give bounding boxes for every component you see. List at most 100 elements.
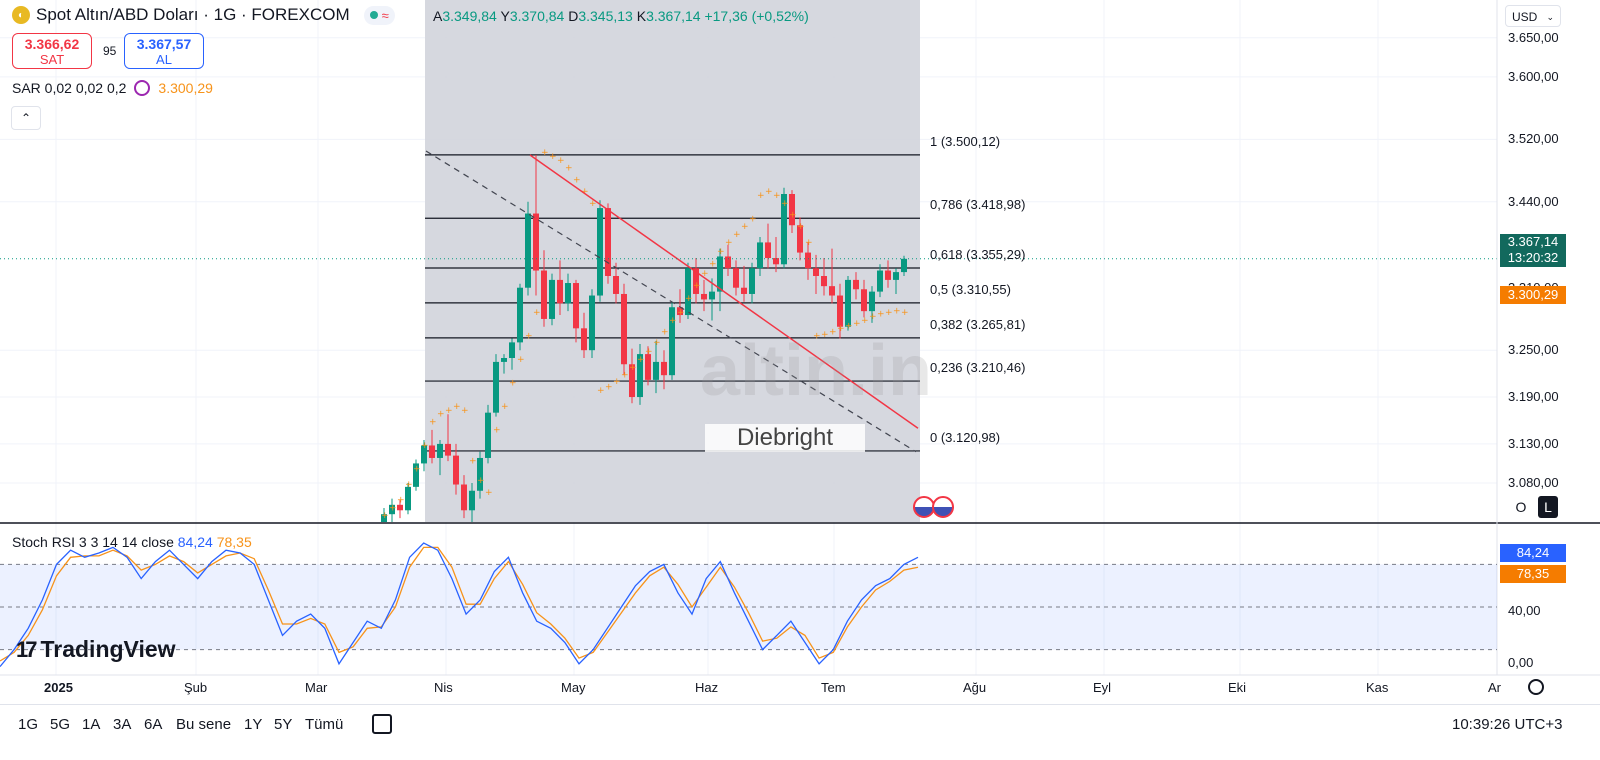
- timeframe-button[interactable]: Tümü: [305, 716, 344, 733]
- sar-dot: +: [741, 222, 749, 232]
- sar-dot: +: [813, 332, 821, 342]
- candle-body: [405, 486, 411, 511]
- time-label: May: [561, 680, 586, 695]
- candle-body: [525, 213, 531, 288]
- chevron-down-icon: ⌄: [1546, 12, 1554, 22]
- candle-body: [677, 307, 683, 316]
- candle-body: [645, 354, 651, 380]
- market-status-pill[interactable]: ≈: [363, 5, 395, 25]
- candle-body: [493, 361, 499, 413]
- candle-body: [837, 295, 843, 327]
- candle-body: [565, 283, 571, 304]
- timeframe-button[interactable]: 1A: [82, 716, 101, 733]
- sar-dot: +: [789, 211, 797, 221]
- candle-body: [637, 354, 643, 398]
- low-value: 3.345,13: [578, 8, 633, 24]
- candle-body: [773, 258, 779, 265]
- time-label: Şub: [184, 680, 208, 695]
- timeframe-button[interactable]: Bu sene: [176, 716, 232, 733]
- candle-body: [725, 256, 731, 269]
- tradingview-logo[interactable]: 17 TradingView: [16, 636, 176, 663]
- candle-body: [517, 287, 523, 343]
- sar-dot: +: [669, 316, 677, 326]
- price-label: 3.250,00: [1508, 342, 1559, 358]
- scale-o-button[interactable]: O: [1515, 499, 1527, 515]
- timeframe-button[interactable]: 6A: [144, 716, 163, 733]
- timeframe-button[interactable]: 3A: [113, 716, 132, 733]
- current-price-tag: 3.367,14 13:20:32: [1500, 234, 1566, 267]
- current-price: 3.367,14: [1507, 234, 1559, 249]
- sar-dot: +: [597, 386, 605, 396]
- candle-body: [757, 242, 763, 269]
- wave-icon: ≈: [381, 7, 389, 23]
- sar-dot: +: [405, 480, 413, 490]
- spread-value: 95: [103, 44, 117, 58]
- tradingview-icon: 17: [16, 636, 38, 662]
- candle-body: [581, 328, 587, 351]
- timeframe-button[interactable]: 1Y: [244, 716, 263, 733]
- sar-dot: +: [837, 324, 845, 334]
- sar-dot: +: [629, 363, 637, 373]
- tradingview-wordmark: TradingView: [40, 636, 176, 662]
- time-label: 2025: [44, 680, 73, 695]
- calendar-range-icon[interactable]: [372, 714, 392, 734]
- candle-body: [485, 412, 491, 458]
- open-value: 3.349,84: [442, 8, 497, 24]
- settings-icon[interactable]: [1528, 679, 1544, 695]
- candle-body: [893, 272, 899, 280]
- time-label: Kas: [1366, 680, 1389, 695]
- buy-label: AL: [156, 52, 172, 67]
- timeframe-button[interactable]: 5G: [50, 716, 71, 733]
- refresh-icon[interactable]: [134, 80, 151, 96]
- us-flag-icon[interactable]: [932, 496, 954, 518]
- sar-dot: +: [509, 378, 517, 388]
- sar-dot: +: [453, 402, 461, 412]
- candle-body: [549, 279, 555, 319]
- sar-legend[interactable]: SAR 0,02 0,02 0,2 3.300,29: [12, 80, 213, 96]
- watermark-author: Diebright: [705, 424, 865, 452]
- clock[interactable]: 10:39:26 UTC+3: [1452, 716, 1563, 733]
- candle-body: [573, 283, 579, 329]
- candle-body: [709, 291, 715, 300]
- sar-dot: +: [397, 496, 405, 506]
- buy-button[interactable]: 3.367,57 AL: [124, 33, 204, 69]
- candle-body: [885, 270, 891, 280]
- stoch-axis-0: 0,00: [1508, 655, 1534, 670]
- market-open-icon: [369, 11, 378, 19]
- currency-select[interactable]: USD ⌄: [1505, 5, 1561, 27]
- sar-price-tag: 3.300,29: [1500, 286, 1566, 304]
- sell-button[interactable]: 3.366,62 SAT: [12, 33, 92, 69]
- watermark-brand: altin.in: [700, 331, 932, 411]
- sar-dot: +: [381, 511, 389, 521]
- stoch-legend[interactable]: Stoch RSI 3 3 14 14 close 84,24 78,35: [12, 534, 252, 550]
- sar-dot: +: [461, 406, 469, 416]
- price-label: 3.130,00: [1508, 435, 1559, 451]
- candle-body: [813, 268, 819, 276]
- time-label: Tem: [821, 680, 846, 695]
- sar-dot: +: [901, 308, 909, 318]
- sar-dot: +: [645, 347, 653, 357]
- stoch-axis-40: 40,00: [1508, 603, 1541, 618]
- sar-dot: +: [589, 199, 597, 209]
- candle-body: [589, 295, 595, 351]
- sell-price: 3.366,62: [24, 36, 80, 52]
- candle-body: [557, 279, 563, 304]
- candle-body: [741, 287, 747, 294]
- candle-body: [597, 208, 603, 296]
- symbol-legend[interactable]: ◐ Spot Altın/ABD Doları · 1G · FOREXCOM …: [12, 5, 395, 25]
- change-value: +17,36 (+0,52%): [704, 8, 809, 24]
- scale-l-button[interactable]: L: [1538, 496, 1558, 518]
- collapse-legend-button[interactable]: ⌃: [11, 106, 41, 130]
- timeframe-button[interactable]: 5Y: [274, 716, 293, 733]
- timeframe-button[interactable]: 1G: [18, 716, 39, 733]
- candle-body: [437, 443, 443, 458]
- sar-dot: +: [549, 152, 557, 162]
- candle-body: [629, 364, 635, 398]
- sar-dot: +: [421, 441, 429, 451]
- price-label: 3.650,00: [1508, 29, 1559, 45]
- sar-dot: +: [757, 191, 765, 201]
- sar-dot: +: [709, 260, 717, 270]
- candle-body: [821, 276, 827, 287]
- sar-dot: +: [429, 417, 437, 427]
- stoch-k-tag: 84,24: [1500, 544, 1566, 562]
